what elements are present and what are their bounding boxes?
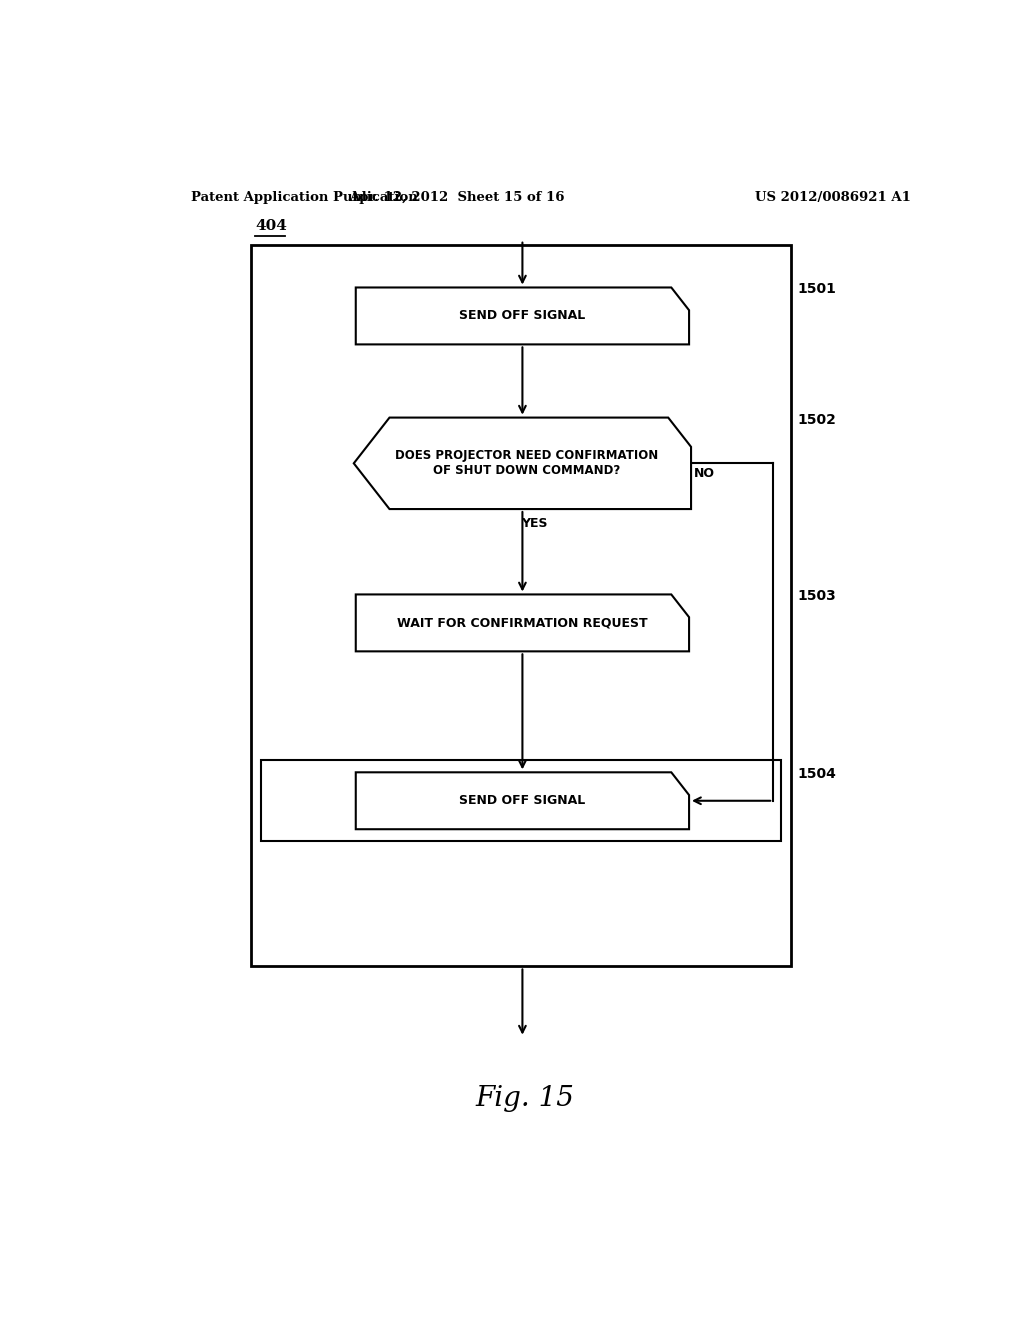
Text: YES: YES <box>521 517 548 531</box>
Polygon shape <box>355 594 689 651</box>
Bar <box>251 244 791 966</box>
Text: 1501: 1501 <box>797 282 836 297</box>
Text: WAIT FOR CONFIRMATION REQUEST: WAIT FOR CONFIRMATION REQUEST <box>397 616 648 630</box>
Text: 1502: 1502 <box>797 412 836 426</box>
Text: SEND OFF SIGNAL: SEND OFF SIGNAL <box>460 309 586 322</box>
Text: Apr. 12, 2012  Sheet 15 of 16: Apr. 12, 2012 Sheet 15 of 16 <box>349 191 565 203</box>
Bar <box>260 760 781 841</box>
Text: 1504: 1504 <box>797 767 836 781</box>
Text: SEND OFF SIGNAL: SEND OFF SIGNAL <box>460 795 586 808</box>
Text: NO: NO <box>694 467 715 480</box>
Text: Fig. 15: Fig. 15 <box>475 1085 574 1111</box>
Text: Patent Application Publication: Patent Application Publication <box>191 191 418 203</box>
Text: 1503: 1503 <box>797 589 836 603</box>
Text: US 2012/0086921 A1: US 2012/0086921 A1 <box>755 191 910 203</box>
Polygon shape <box>353 417 691 510</box>
Polygon shape <box>355 772 689 829</box>
Polygon shape <box>355 288 689 345</box>
Text: DOES PROJECTOR NEED CONFIRMATION
OF SHUT DOWN COMMAND?: DOES PROJECTOR NEED CONFIRMATION OF SHUT… <box>395 449 658 478</box>
Text: 404: 404 <box>255 219 287 232</box>
